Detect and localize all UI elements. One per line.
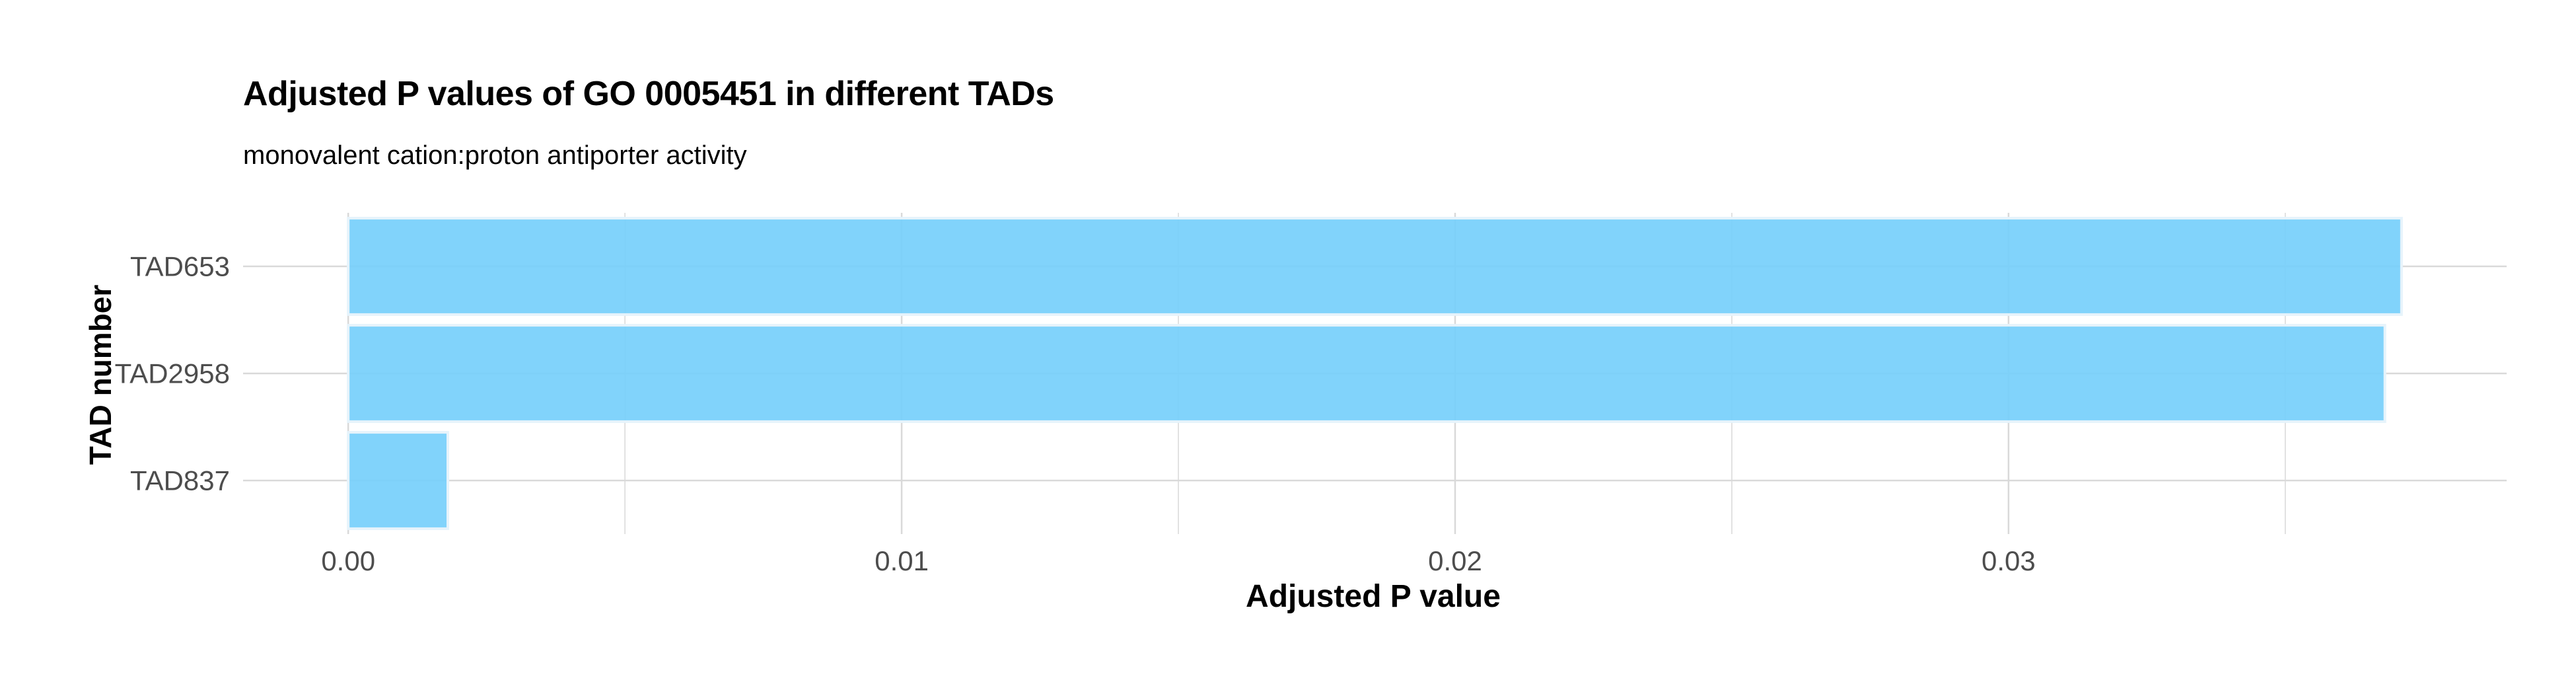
- bar-tad837: [347, 431, 450, 530]
- y-tick-label: TAD837: [130, 465, 230, 496]
- chart-subtitle: monovalent cation:proton antiporter acti…: [243, 141, 747, 170]
- x-tick-label: 0.01: [875, 545, 929, 576]
- x-axis-title: Adjusted P value: [1246, 579, 1501, 614]
- y-tick-label: TAD653: [130, 251, 230, 282]
- x-tick-label: 0.02: [1428, 545, 1482, 576]
- y-tick-label: TAD2958: [115, 358, 230, 389]
- bar-tad653: [347, 217, 2403, 316]
- bar-tad2958: [347, 324, 2386, 423]
- chart-title: Adjusted P values of GO 0005451 in diffe…: [243, 75, 1054, 113]
- x-tick-label: 0.00: [321, 545, 375, 576]
- x-tick-label: 0.03: [1982, 545, 2036, 576]
